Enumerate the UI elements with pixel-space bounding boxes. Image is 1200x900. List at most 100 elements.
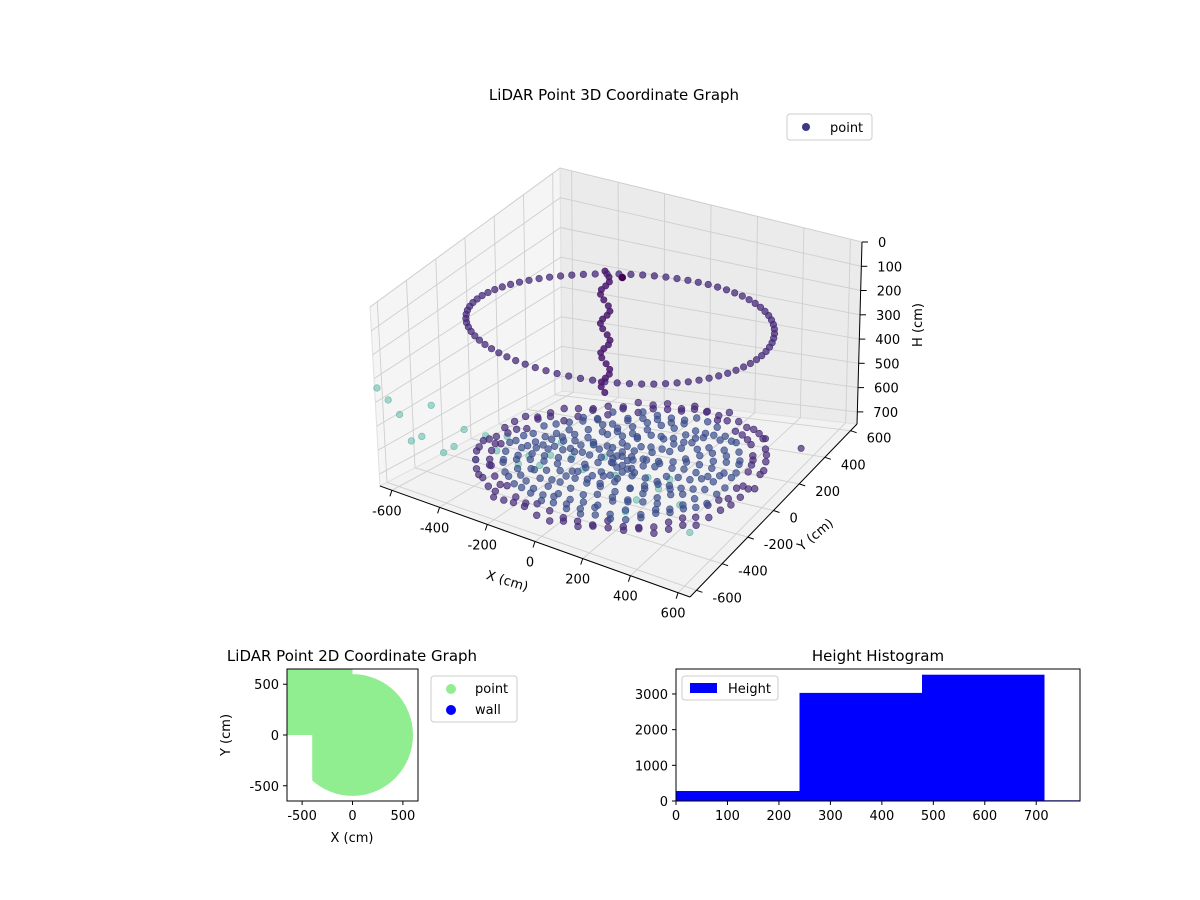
point-marker — [504, 472, 513, 480]
point-marker — [532, 444, 540, 452]
point-marker — [545, 507, 554, 515]
x-tick-label: 400 — [613, 590, 638, 605]
y-tick-label: 600 — [867, 432, 892, 447]
point-marker — [568, 271, 576, 279]
point-marker — [599, 325, 607, 333]
y-tick — [721, 563, 729, 567]
point-marker — [517, 443, 526, 452]
point-marker — [648, 448, 656, 457]
point-marker — [724, 494, 732, 503]
point-marker — [731, 427, 740, 435]
point-marker — [525, 276, 533, 284]
point-marker — [677, 407, 686, 415]
point-marker — [503, 482, 511, 490]
point-marker — [721, 484, 729, 492]
point-marker — [621, 515, 630, 524]
point-marker — [637, 511, 645, 519]
point-marker — [603, 311, 611, 319]
point-marker — [654, 457, 663, 466]
point-marker — [492, 432, 501, 441]
point-marker — [633, 434, 642, 443]
point-marker — [578, 448, 586, 456]
point-marker — [669, 458, 677, 466]
grid-line — [369, 167, 561, 308]
point-marker — [579, 498, 588, 506]
point-marker — [722, 286, 731, 294]
point-marker — [536, 474, 544, 482]
point-marker — [472, 447, 481, 455]
point-marker — [613, 427, 622, 436]
x-tick — [484, 524, 488, 531]
y-tick-label: -500 — [249, 780, 279, 795]
point-marker — [678, 514, 687, 522]
x-tick-label: -600 — [372, 504, 402, 519]
point-marker — [291, 669, 302, 679]
point-marker — [724, 369, 732, 377]
point-marker — [491, 286, 499, 294]
point-marker — [396, 410, 404, 419]
point-marker — [623, 465, 632, 473]
point-marker — [692, 468, 700, 477]
point-marker — [540, 422, 548, 430]
x-tick-label: 0 — [672, 809, 680, 824]
point-marker — [566, 484, 575, 492]
point-marker — [573, 517, 582, 525]
point-marker — [749, 452, 757, 460]
histogram-title: Height Histogram — [812, 647, 944, 665]
point-marker — [664, 525, 673, 533]
grid-line — [561, 286, 860, 340]
point-marker — [559, 437, 568, 445]
point-marker — [640, 482, 649, 490]
point-marker — [539, 441, 547, 449]
point-marker — [591, 270, 599, 278]
point-marker — [744, 468, 752, 476]
point-marker — [611, 487, 619, 496]
point-marker — [684, 276, 692, 284]
point-marker — [716, 436, 724, 444]
point-marker — [673, 275, 681, 283]
point-marker — [553, 370, 561, 378]
point-marker — [591, 511, 599, 519]
x-tick — [389, 490, 393, 497]
point-marker — [577, 441, 585, 449]
point-marker — [510, 417, 519, 426]
y-tick — [799, 483, 806, 487]
point-marker — [690, 405, 699, 413]
point-marker — [545, 517, 554, 525]
point-marker — [738, 431, 746, 439]
grid-line — [571, 170, 574, 393]
grid-line — [561, 375, 858, 413]
grid-line — [709, 204, 712, 408]
grid-line — [561, 345, 859, 389]
point-marker — [618, 461, 626, 470]
point-marker — [659, 435, 668, 443]
grid-line — [561, 316, 859, 364]
point-marker — [567, 455, 575, 463]
point-marker — [597, 383, 605, 391]
point-marker — [713, 416, 722, 424]
grid-line — [493, 216, 500, 424]
point-marker — [761, 307, 769, 316]
point-marker — [515, 278, 524, 286]
point-marker — [688, 439, 696, 447]
point-marker — [460, 425, 468, 434]
histogram-legend-swatch — [690, 683, 717, 693]
point-marker — [519, 431, 528, 440]
y-tick-label: 0 — [660, 795, 668, 810]
histogram-frame — [675, 668, 1081, 802]
point-marker — [689, 485, 697, 493]
point-marker — [626, 484, 634, 492]
chart-2d-ticks: -500 0 500 -500 0 500 — [249, 678, 415, 824]
chart-2d-legend-label-wall: wall — [475, 703, 501, 718]
point-marker — [608, 420, 617, 428]
point-marker — [552, 420, 560, 428]
histogram-legend: Height — [681, 675, 779, 701]
point-marker — [623, 442, 631, 450]
point-marker — [634, 523, 643, 532]
point-marker — [680, 420, 688, 428]
grid-line — [377, 346, 562, 451]
point-marker — [560, 404, 568, 413]
point-marker — [686, 528, 694, 537]
point-marker — [650, 523, 658, 531]
point-marker — [624, 416, 632, 425]
